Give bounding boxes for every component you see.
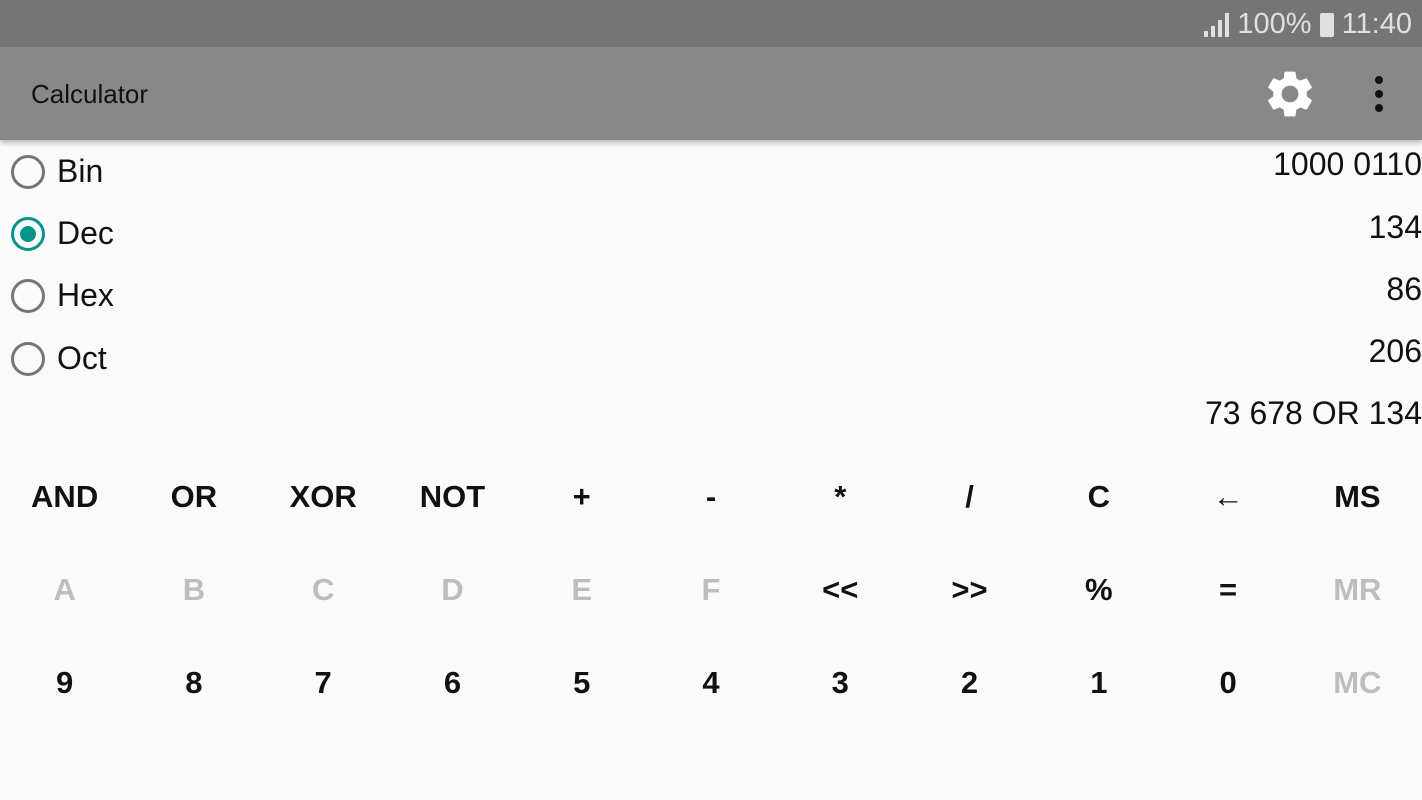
expression: 73 678 OR 134 bbox=[1204, 395, 1422, 431]
key-1-button[interactable]: 1 bbox=[1090, 664, 1108, 700]
dec-value: 134 bbox=[1368, 209, 1422, 245]
radio-circle-icon bbox=[11, 154, 45, 189]
signal-icon bbox=[1204, 12, 1230, 37]
key-mc-button[interactable]: MC bbox=[1333, 664, 1382, 700]
key-7-button[interactable]: 7 bbox=[314, 664, 332, 700]
key-3-button[interactable]: 3 bbox=[831, 664, 849, 700]
key-sym07-button[interactable]: / bbox=[965, 478, 974, 514]
app-bar: Calculator bbox=[0, 47, 1422, 140]
gear-icon[interactable] bbox=[1262, 66, 1318, 122]
battery-percent: 100% bbox=[1237, 8, 1312, 40]
key-not-button[interactable]: NOT bbox=[419, 478, 486, 514]
key-e-button[interactable]: E bbox=[571, 571, 593, 607]
radio-label: Hex bbox=[57, 277, 114, 313]
more-vert-icon[interactable] bbox=[1366, 76, 1392, 112]
key-sym17-button[interactable]: >> bbox=[951, 571, 988, 607]
keypad: AND OR XOR NOT + - * / C ← MS A B C D E F << >>% = MR 9 8 7 6 5 4 3… bbox=[0, 450, 1422, 729]
radio-hex[interactable]: Hex bbox=[11, 277, 114, 314]
key-a-button[interactable]: A bbox=[53, 571, 76, 607]
radio-label: Bin bbox=[57, 153, 104, 189]
key-c-button[interactable]: C bbox=[311, 571, 335, 607]
key-ms-button[interactable]: MS bbox=[1334, 478, 1381, 514]
key-b-button[interactable]: B bbox=[182, 571, 206, 607]
key-sym18-button[interactable]: % bbox=[1085, 571, 1113, 607]
key-sym04-button[interactable]: + bbox=[572, 478, 591, 514]
hex-value: 86 bbox=[1386, 271, 1422, 307]
key-5-button[interactable]: 5 bbox=[573, 664, 591, 700]
key-f-button[interactable]: F bbox=[701, 571, 721, 607]
key-sym16-button[interactable]: << bbox=[822, 571, 859, 607]
key-sym05-button[interactable]: - bbox=[705, 478, 717, 514]
key-sym19-button[interactable]: = bbox=[1219, 571, 1238, 607]
key-8-button[interactable]: 8 bbox=[185, 664, 203, 700]
key-6-button[interactable]: 6 bbox=[443, 664, 462, 700]
key-mr-button[interactable]: MR bbox=[1333, 571, 1382, 607]
oct-value: 206 bbox=[1368, 333, 1422, 369]
battery-icon bbox=[1319, 12, 1334, 37]
key-xor-button[interactable]: XOR bbox=[289, 478, 357, 514]
key-9-button[interactable]: 9 bbox=[56, 664, 74, 700]
key-sym09-button[interactable]: ← bbox=[1212, 478, 1244, 514]
key-or-button[interactable]: OR bbox=[170, 478, 218, 514]
radio-circle-icon bbox=[11, 341, 45, 376]
key-sym06-button[interactable]: * bbox=[834, 478, 847, 514]
radio-dec[interactable]: Dec bbox=[11, 215, 114, 252]
radio-oct[interactable]: Oct bbox=[11, 340, 107, 377]
key-0-button[interactable]: 0 bbox=[1219, 664, 1237, 700]
key-c-button[interactable]: C bbox=[1087, 478, 1110, 514]
radio-label: Dec bbox=[57, 215, 114, 251]
key-2-button[interactable]: 2 bbox=[960, 664, 979, 700]
radio-checked-icon bbox=[11, 216, 45, 251]
key-d-button[interactable]: D bbox=[441, 571, 464, 607]
radio-circle-icon bbox=[11, 278, 45, 313]
app-title: Calculator bbox=[31, 79, 149, 109]
bin-value: 1000 0110 bbox=[1273, 146, 1422, 182]
clock: 11:40 bbox=[1341, 8, 1412, 40]
radio-label: Oct bbox=[57, 340, 107, 376]
key-and-button[interactable]: AND bbox=[31, 478, 99, 514]
status-bar: 100% 11:40 bbox=[0, 0, 1422, 47]
key-4-button[interactable]: 4 bbox=[702, 664, 720, 700]
radio-bin[interactable]: Bin bbox=[11, 153, 103, 190]
